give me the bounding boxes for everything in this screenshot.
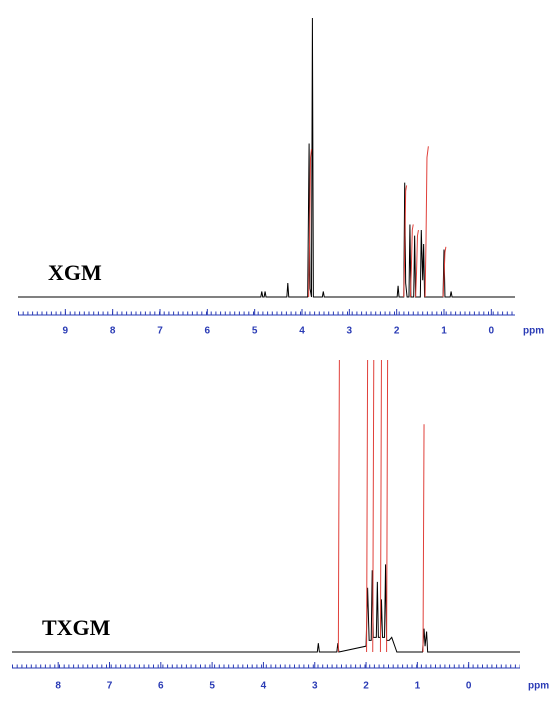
x-tick-label: 2 (394, 326, 400, 337)
chart-title: TXGM (42, 615, 111, 640)
x-tick-label: 1 (415, 681, 421, 692)
x-tick-label: 0 (489, 326, 495, 337)
x-tick-label: 1 (441, 326, 447, 337)
x-tick-label: 8 (110, 326, 116, 337)
spectrum-line (337, 359, 425, 653)
spectrum-line (12, 564, 520, 653)
spectrum-line (308, 146, 447, 298)
x-tick-label: 6 (205, 326, 211, 337)
x-tick-label: 7 (107, 681, 113, 692)
x-axis-label: ppm (523, 326, 544, 337)
x-tick-label: 4 (261, 681, 267, 692)
x-tick-label: 5 (252, 326, 258, 337)
chart-title: XGM (48, 260, 102, 285)
spectrum-line (18, 17, 515, 298)
x-tick-label: 4 (299, 326, 305, 337)
x-tick-label: 3 (312, 681, 318, 692)
x-tick-label: 8 (55, 681, 61, 692)
x-tick-label: 6 (158, 681, 164, 692)
x-tick-label: 9 (63, 326, 69, 337)
x-tick-label: 7 (157, 326, 163, 337)
x-tick-label: 3 (347, 326, 353, 337)
x-tick-label: 5 (209, 681, 215, 692)
x-tick-label: 2 (363, 681, 369, 692)
x-axis-label: ppm (528, 681, 549, 692)
x-tick-label: 0 (466, 681, 472, 692)
